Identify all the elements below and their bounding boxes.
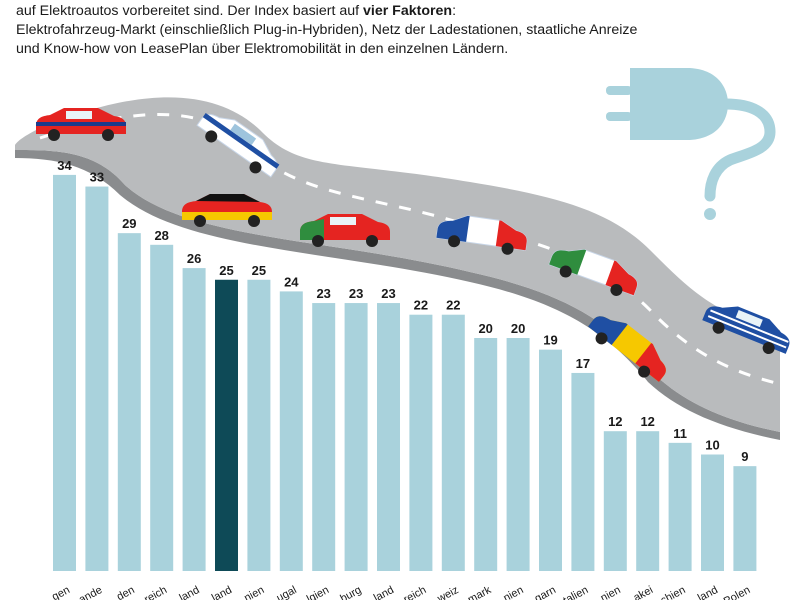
category-label: …reich xyxy=(133,584,169,600)
bar xyxy=(571,372,595,571)
category-label: …akei xyxy=(622,584,655,600)
bar-value-label: 25 xyxy=(252,263,266,278)
intro-line-2: Elektrofahrzeug-Markt (einschließlich Pl… xyxy=(16,22,638,38)
intro-bold-factors: vier Faktoren xyxy=(363,3,453,19)
category-label: …ande xyxy=(67,584,104,600)
bar-value-label: 33 xyxy=(90,170,104,185)
category-label: …weiz xyxy=(426,584,461,600)
cars xyxy=(36,108,790,382)
category-label: …land xyxy=(362,584,396,600)
category-label: …reich xyxy=(392,584,428,600)
bar xyxy=(539,349,562,571)
category-label: …garn xyxy=(523,584,558,600)
intro-line-1-text: auf Elektroautos vorbereitet sind. Der I… xyxy=(16,3,363,19)
bar xyxy=(150,244,174,572)
road-shadow xyxy=(15,150,780,440)
category-label: …nien xyxy=(233,584,267,600)
bars: 34 …gen 33 …ande 29 …den 28 …reich 26 …land 25 …lan… xyxy=(40,158,757,600)
category-label: …chien xyxy=(649,584,688,600)
bar-value-label: 19 xyxy=(543,333,557,348)
bar-value-label: 11 xyxy=(673,426,687,441)
car-icon xyxy=(435,215,528,255)
bar xyxy=(85,186,109,572)
bar xyxy=(441,314,465,571)
intro-line-3: und Know-how von LeasePlan über Elektrom… xyxy=(16,41,509,57)
car-icon xyxy=(548,249,638,296)
bar xyxy=(215,279,238,571)
bar xyxy=(53,174,76,571)
bar-value-label: 12 xyxy=(608,414,622,429)
bar xyxy=(344,303,368,571)
bar-value-label: 20 xyxy=(511,321,525,336)
category-label: Polen xyxy=(722,584,752,600)
category-label: …nien xyxy=(492,584,526,600)
bar-value-label: 23 xyxy=(316,286,330,301)
category-label: …burg xyxy=(329,584,364,600)
bar xyxy=(668,442,692,571)
bar-value-label: 9 xyxy=(741,449,748,464)
category-label: …den xyxy=(105,584,137,600)
bar-value-label: 25 xyxy=(219,263,233,278)
bar-value-label: 20 xyxy=(478,321,492,336)
category-label: …land xyxy=(168,584,202,600)
intro-text: auf Elektroautos vorbereitet sind. Der I… xyxy=(16,2,786,59)
intro-line-1: auf Elektroautos vorbereitet sind. Der I… xyxy=(16,2,786,21)
category-label: …ugal xyxy=(265,584,299,600)
bar xyxy=(474,338,498,571)
bar xyxy=(733,466,757,571)
category-label: …gen xyxy=(40,584,72,600)
intro-line-1-suffix: : xyxy=(452,3,457,19)
bar-value-label: 10 xyxy=(705,438,719,453)
bar-value-label: 22 xyxy=(414,298,428,313)
bar-value-label: 23 xyxy=(349,286,363,301)
bar-value-label: 24 xyxy=(284,274,299,289)
category-label: …lgien xyxy=(295,584,331,600)
bar xyxy=(117,233,141,571)
category-label: …land xyxy=(200,584,234,600)
category-label: …talien xyxy=(552,584,591,600)
car-icon xyxy=(182,194,272,227)
bar xyxy=(506,338,530,571)
category-label: …mark xyxy=(456,584,493,600)
bar-value-label: 29 xyxy=(122,216,136,231)
category-label: …land xyxy=(686,584,720,600)
bar-value-label: 28 xyxy=(154,228,168,243)
car-icon xyxy=(196,113,280,178)
car-icon xyxy=(702,306,790,355)
bar xyxy=(409,314,433,571)
bar xyxy=(279,291,303,571)
bar xyxy=(312,303,336,571)
bar xyxy=(247,279,271,571)
bar-value-label: 34 xyxy=(57,158,72,173)
car-icon xyxy=(36,108,126,141)
bar-value-label: 12 xyxy=(640,414,654,429)
bar xyxy=(603,431,627,571)
road-surface xyxy=(15,97,780,432)
bar xyxy=(377,303,400,571)
category-label: …nien xyxy=(589,584,623,600)
bar xyxy=(636,431,660,571)
bar-value-label: 23 xyxy=(381,286,395,301)
bar-value-label: 17 xyxy=(576,356,590,371)
bar-value-label: 22 xyxy=(446,298,460,313)
bar-value-label: 26 xyxy=(187,251,201,266)
car-icon xyxy=(300,214,390,247)
car-icon xyxy=(587,316,666,382)
plug-icon xyxy=(606,68,776,220)
bar xyxy=(182,268,206,571)
bar xyxy=(701,454,724,571)
